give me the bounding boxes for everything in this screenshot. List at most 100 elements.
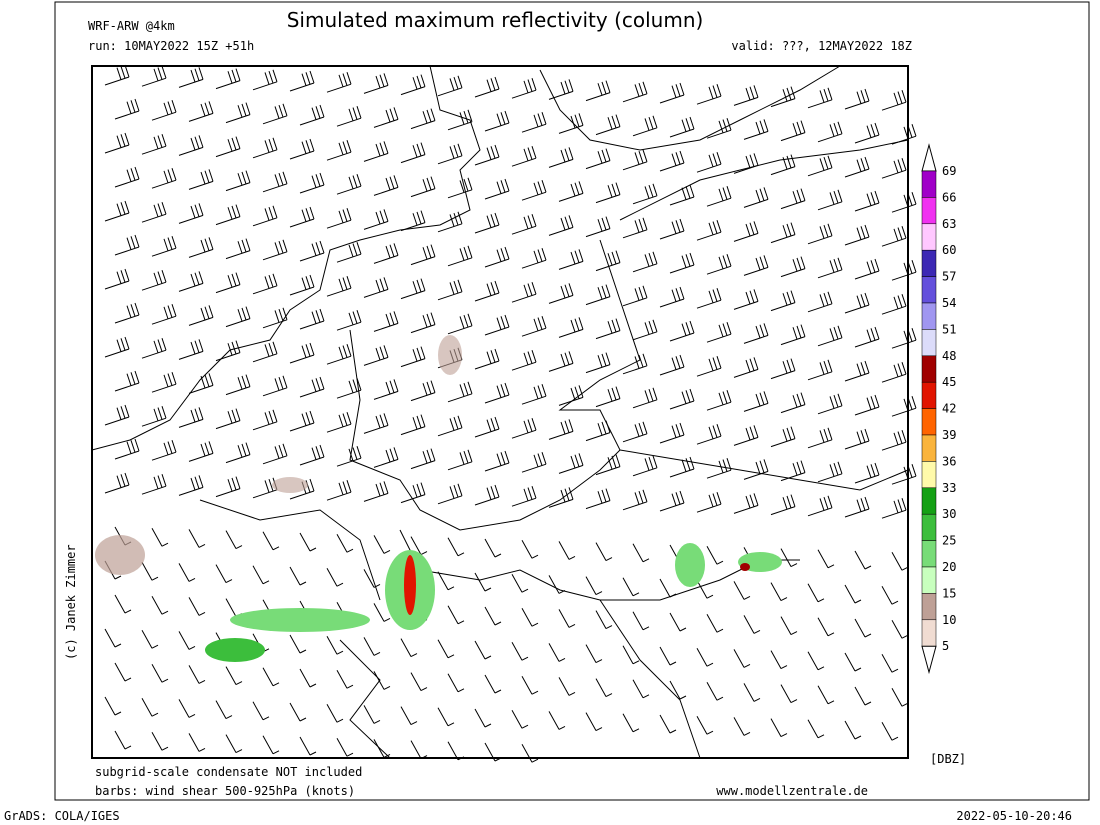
wind-barb bbox=[669, 252, 695, 274]
wind-barb bbox=[336, 378, 362, 399]
wind-barb bbox=[817, 189, 843, 211]
wind-barb bbox=[262, 375, 288, 397]
wind-barb bbox=[659, 218, 685, 240]
wind-barb bbox=[225, 170, 251, 192]
wind-barb bbox=[447, 673, 465, 693]
echo bbox=[740, 563, 750, 571]
map-frame bbox=[91, 65, 909, 759]
wind-barb bbox=[807, 155, 833, 177]
wind-barb bbox=[104, 404, 130, 426]
wind-barb bbox=[215, 136, 241, 158]
wind-barb bbox=[410, 672, 428, 692]
wind-barb bbox=[521, 743, 539, 763]
website: www.modellzentrale.de bbox=[716, 784, 868, 798]
wind-barb bbox=[151, 595, 169, 615]
colorbar-box bbox=[921, 593, 937, 621]
wind-barb bbox=[104, 268, 130, 290]
wind-barb bbox=[558, 453, 584, 474]
valid-label: valid: ???, 12MAY2022 18Z bbox=[731, 39, 912, 53]
wind-barb bbox=[780, 120, 806, 142]
wind-barb bbox=[595, 678, 613, 698]
colorbar-label: 54 bbox=[942, 296, 956, 310]
wind-barb bbox=[373, 243, 399, 264]
wind-barb bbox=[511, 573, 529, 593]
wind-barb bbox=[743, 119, 769, 140]
wind-barb bbox=[881, 294, 907, 315]
wind-barb bbox=[706, 254, 732, 275]
wind-barb bbox=[252, 273, 278, 295]
wind-barb bbox=[114, 438, 140, 460]
echo bbox=[404, 555, 416, 615]
wind-barb bbox=[141, 270, 167, 291]
wind-barb bbox=[141, 406, 167, 427]
wind-barb bbox=[844, 584, 862, 604]
wind-barb bbox=[854, 550, 872, 570]
wind-barb bbox=[104, 336, 130, 358]
wind-barb bbox=[484, 450, 510, 472]
border bbox=[339, 639, 391, 759]
wind-barb bbox=[881, 585, 899, 605]
coastline bbox=[539, 65, 841, 151]
wind-barb bbox=[447, 449, 473, 471]
wind-barb bbox=[558, 317, 584, 338]
wind-barb bbox=[669, 612, 687, 632]
colorbar-box bbox=[921, 461, 937, 489]
wind-barb bbox=[632, 115, 658, 137]
note: barbs: wind shear 500-925hPa (knots) bbox=[95, 784, 355, 798]
wind-barb bbox=[215, 700, 233, 720]
wind-barb bbox=[447, 177, 473, 199]
wind-barb bbox=[891, 464, 917, 485]
wind-barb bbox=[585, 284, 611, 306]
wind-barb bbox=[511, 146, 537, 167]
wind-barb bbox=[188, 441, 214, 462]
wind-barb bbox=[188, 665, 206, 684]
wind-barb bbox=[881, 721, 899, 741]
wind-barb bbox=[484, 246, 510, 268]
wind-barb bbox=[114, 166, 140, 188]
wind-barb bbox=[252, 565, 270, 585]
wind-barb bbox=[141, 66, 167, 87]
wind-barb bbox=[262, 667, 280, 687]
wind-barb bbox=[817, 393, 843, 415]
colorbar-label: 42 bbox=[942, 402, 956, 416]
wind-barb bbox=[104, 472, 130, 494]
wind-barb bbox=[141, 561, 159, 581]
wind-barb bbox=[299, 308, 325, 330]
wind-barb bbox=[622, 217, 648, 239]
wind-barb bbox=[484, 178, 510, 200]
colorbar-label: 15 bbox=[942, 586, 956, 600]
border bbox=[199, 499, 381, 601]
wind-barb bbox=[151, 372, 177, 393]
wind-barb bbox=[622, 713, 640, 733]
wind-barb bbox=[743, 323, 769, 344]
wind-barb bbox=[326, 276, 352, 297]
wind-barb bbox=[696, 647, 714, 667]
wind-barb bbox=[336, 106, 362, 127]
wind-barb bbox=[400, 414, 426, 436]
wind-barb bbox=[521, 452, 547, 473]
wind-barb bbox=[844, 652, 862, 672]
echo bbox=[95, 535, 145, 575]
wind-barb bbox=[891, 260, 917, 281]
colorbar-box bbox=[921, 302, 937, 330]
colorbar-cap bbox=[921, 645, 937, 675]
wind-barb bbox=[844, 428, 870, 450]
wind-barb bbox=[437, 279, 463, 301]
wind-barb bbox=[743, 615, 761, 634]
wind-barb bbox=[807, 87, 833, 109]
wind-barb bbox=[511, 282, 537, 303]
wind-barb bbox=[373, 603, 391, 622]
wind-barb bbox=[807, 583, 825, 603]
wind-barb bbox=[410, 108, 436, 130]
wind-barb bbox=[188, 529, 206, 548]
wind-barb bbox=[336, 174, 362, 195]
wind-barb bbox=[225, 530, 243, 550]
wind-barb bbox=[484, 110, 510, 132]
wind-barb bbox=[447, 605, 465, 625]
wind-barb bbox=[807, 651, 825, 671]
wind-barb bbox=[548, 79, 574, 100]
wind-barb bbox=[585, 148, 611, 170]
wind-barb bbox=[225, 102, 251, 124]
wind-barb bbox=[141, 697, 159, 717]
wind-barb bbox=[511, 350, 537, 371]
